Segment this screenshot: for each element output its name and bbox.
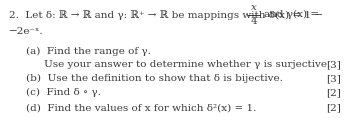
Text: x: x [251,3,257,12]
Text: 4: 4 [251,17,257,26]
Text: (c)  Find δ ∘ γ.: (c) Find δ ∘ γ. [26,88,101,97]
Text: [2]: [2] [326,104,341,113]
Text: [2]: [2] [326,88,341,97]
Text: Use your answer to determine whether γ is surjective.: Use your answer to determine whether γ i… [44,60,330,69]
Text: [3]: [3] [326,60,341,69]
Text: (b)  Use the definition to show that δ is bijective.: (b) Use the definition to show that δ is… [26,74,283,83]
Text: (a)  Find the range of γ.: (a) Find the range of γ. [26,47,151,56]
Text: −2e⁻ˣ.: −2e⁻ˣ. [9,27,43,36]
Text: (d)  Find the values of x for which δ²(x) = 1.: (d) Find the values of x for which δ²(x)… [26,104,257,113]
Text: 2.  Let δ: ℝ → ℝ and γ: ℝ⁺ → ℝ be mappings with δ(x) = 1 −: 2. Let δ: ℝ → ℝ and γ: ℝ⁺ → ℝ be mapping… [9,10,323,20]
Text: [3]: [3] [326,74,341,83]
Text: and γ(x) =: and γ(x) = [264,10,319,19]
